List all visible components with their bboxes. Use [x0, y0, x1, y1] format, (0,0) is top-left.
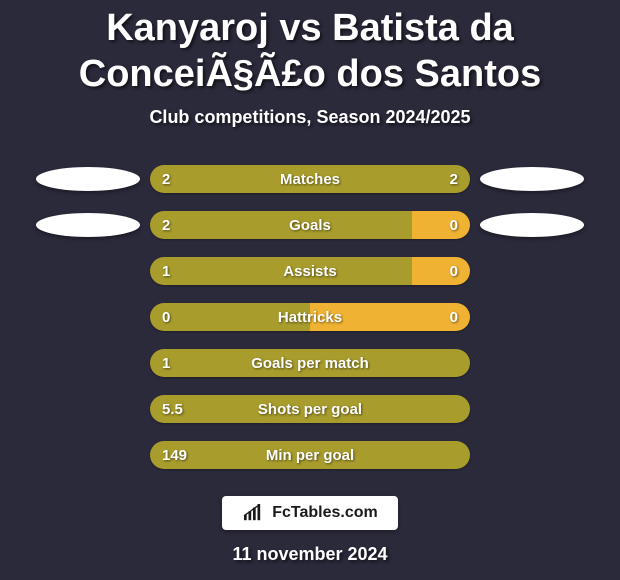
stat-value-right [458, 349, 470, 377]
footer-date: 11 november 2024 [0, 544, 620, 565]
player-ellipse-left [36, 213, 140, 237]
stat-row: 149Min per goal [10, 432, 610, 478]
stat-row: 10Assists [10, 248, 610, 294]
stat-value-right [458, 441, 470, 469]
player-ellipse-right [480, 167, 584, 191]
stat-bar: 149Min per goal [150, 441, 470, 469]
infographic-container: Kanyaroj vs Batista da ConceiÃ§Ã£o dos S… [0, 0, 620, 580]
stat-value-right [458, 395, 470, 423]
stat-row: 22Matches [10, 156, 610, 202]
player-ellipse-left [36, 167, 140, 191]
stat-value-left: 0 [150, 303, 310, 331]
stat-bar: 00Hattricks [150, 303, 470, 331]
chart-icon [242, 504, 264, 522]
stat-value-left: 1 [150, 257, 412, 285]
player-ellipse-right [480, 213, 584, 237]
stat-value-left: 2 [150, 211, 412, 239]
subtitle: Club competitions, Season 2024/2025 [0, 107, 620, 128]
stat-value-right: 0 [310, 303, 470, 331]
stat-bar: 10Assists [150, 257, 470, 285]
stats-rows: 22Matches 20Goals 10Assists 00Hattricks 1Goa… [0, 156, 620, 478]
stat-value-left: 1 [150, 349, 458, 377]
stat-value-left: 5.5 [150, 395, 458, 423]
page-title: Kanyaroj vs Batista da ConceiÃ§Ã£o dos S… [0, 0, 620, 97]
stat-bar: 1Goals per match [150, 349, 470, 377]
footer-badge-text: FcTables.com [272, 504, 378, 522]
stat-row: 20Goals [10, 202, 610, 248]
stat-value-right: 2 [310, 165, 470, 193]
footer-badge: FcTables.com [222, 496, 398, 530]
stat-value-right: 0 [412, 211, 470, 239]
stat-value-left: 149 [150, 441, 458, 469]
stat-row: 00Hattricks [10, 294, 610, 340]
stat-value-right: 0 [412, 257, 470, 285]
stat-value-left: 2 [150, 165, 310, 193]
stat-row: 1Goals per match [10, 340, 610, 386]
stat-bar: 5.5Shots per goal [150, 395, 470, 423]
stat-bar: 20Goals [150, 211, 470, 239]
stat-bar: 22Matches [150, 165, 470, 193]
stat-row: 5.5Shots per goal [10, 386, 610, 432]
